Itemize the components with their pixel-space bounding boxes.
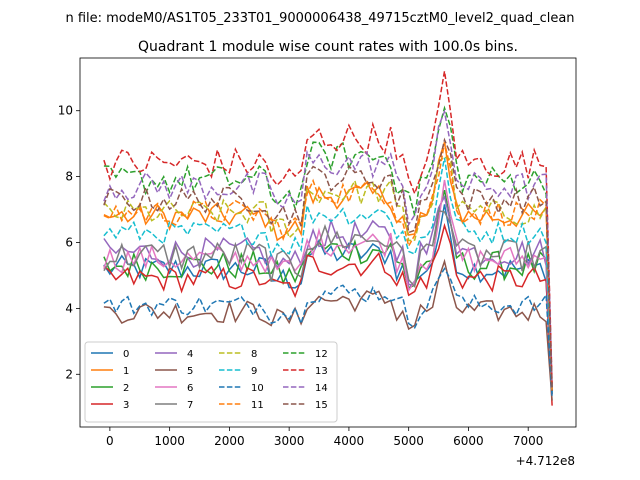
series-line-12 (103, 105, 553, 388)
series-line-6 (103, 179, 553, 395)
legend-label-10: 10 (251, 383, 264, 394)
y-tick-label: 8 (65, 170, 73, 184)
legend-box (84, 341, 338, 423)
series-line-9 (103, 157, 553, 393)
series-line-11 (103, 142, 553, 391)
legend-label-13: 13 (315, 366, 328, 377)
series-line-5 (103, 258, 553, 401)
legend-label-7: 7 (187, 400, 193, 411)
series-line-13 (103, 71, 553, 385)
legend-label-6: 6 (187, 383, 193, 394)
series-line-8 (103, 156, 553, 391)
legend-label-12: 12 (315, 349, 328, 360)
x-tick-label: 7000 (513, 434, 544, 448)
series-line-14 (103, 109, 553, 388)
x-tick-label: 0 (106, 434, 114, 448)
chart-title: Quadrant 1 module wise count rates with … (138, 39, 518, 55)
series-line-15 (103, 137, 553, 391)
x-tick-label: 5000 (393, 434, 424, 448)
legend-label-2: 2 (123, 383, 129, 394)
series-line-10 (103, 267, 553, 398)
legend-label-1: 1 (123, 366, 129, 377)
legend-label-9: 9 (251, 366, 257, 377)
legend-label-15: 15 (315, 400, 328, 411)
y-tick-label: 10 (58, 104, 73, 118)
x-offset-label: +4.712e8 (516, 454, 575, 468)
legend-label-14: 14 (315, 383, 328, 394)
x-tick-label: 6000 (453, 434, 484, 448)
legend-label-8: 8 (251, 349, 257, 360)
legend-label-0: 0 (123, 349, 129, 360)
figure-suptitle: n file: modeM0/AS1T05_233T01_9000006438_… (65, 11, 574, 26)
legend-label-4: 4 (187, 349, 193, 360)
y-tick-label: 4 (65, 301, 73, 315)
legend-label-5: 5 (187, 366, 193, 377)
legend-label-3: 3 (123, 400, 129, 411)
y-tick-label: 6 (65, 236, 73, 250)
series-line-7 (103, 210, 553, 395)
x-tick-label: 3000 (274, 434, 305, 448)
x-tick-label: 4000 (334, 434, 365, 448)
y-tick-label: 2 (65, 367, 73, 381)
x-tick-label: 2000 (214, 434, 245, 448)
plot-area (103, 71, 553, 406)
series-line-3 (103, 222, 553, 406)
legend-label-11: 11 (251, 400, 264, 411)
x-tick-label: 1000 (154, 434, 185, 448)
